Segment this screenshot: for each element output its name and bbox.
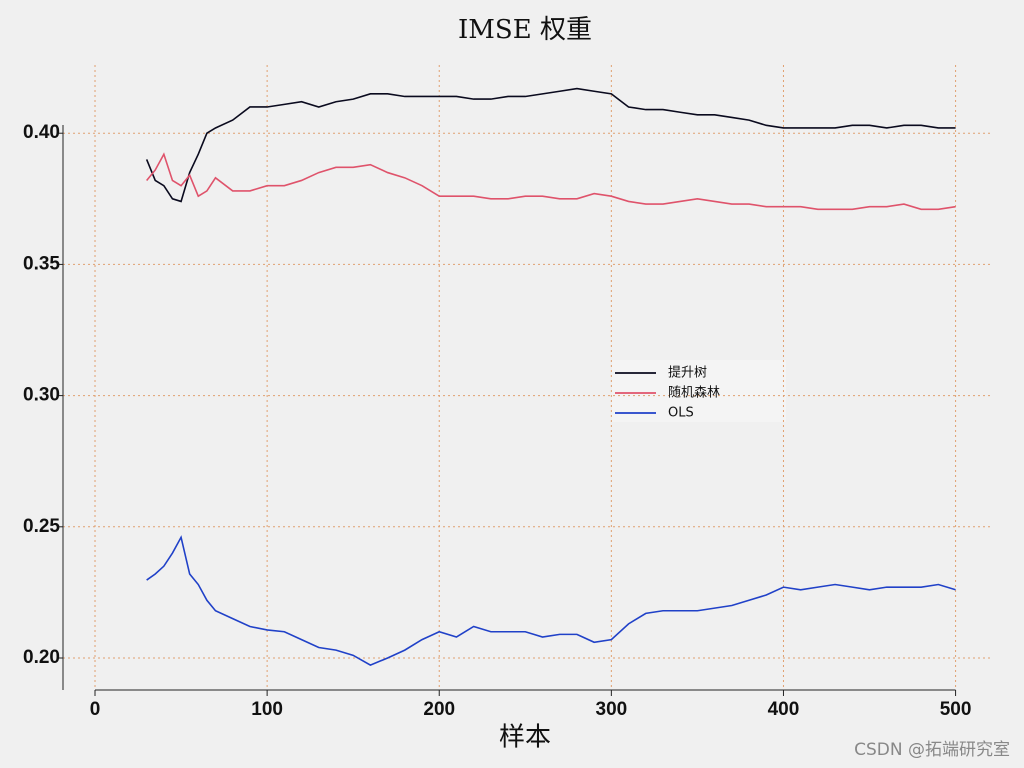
y-tick-label: 0.40 <box>23 122 60 143</box>
y-tick-label: 0.25 <box>23 516 60 537</box>
y-tick-label: 0.35 <box>23 253 60 274</box>
x-tick-label: 0 <box>90 699 101 720</box>
watermark: CSDN @拓端研究室 <box>854 740 1010 760</box>
x-axis-label: 样本 <box>499 723 551 753</box>
x-tick-label: 400 <box>768 699 800 720</box>
y-tick-label: 0.20 <box>23 647 60 668</box>
line-series <box>146 152 956 211</box>
y-tick-label: 0.30 <box>23 385 60 406</box>
legend-label: OLS <box>668 406 694 421</box>
chart-title: IMSE 权重 <box>458 15 592 45</box>
x-tick-label: 500 <box>940 699 972 720</box>
line-series <box>146 535 956 666</box>
legend-box <box>612 360 786 422</box>
line-series <box>145 87 956 203</box>
x-tick-label: 200 <box>423 699 455 720</box>
x-tick-label: 100 <box>251 699 283 720</box>
legend-label: 随机森林 <box>668 386 720 401</box>
legend-label: 提升树 <box>668 365 707 381</box>
x-tick-label: 300 <box>596 699 628 720</box>
